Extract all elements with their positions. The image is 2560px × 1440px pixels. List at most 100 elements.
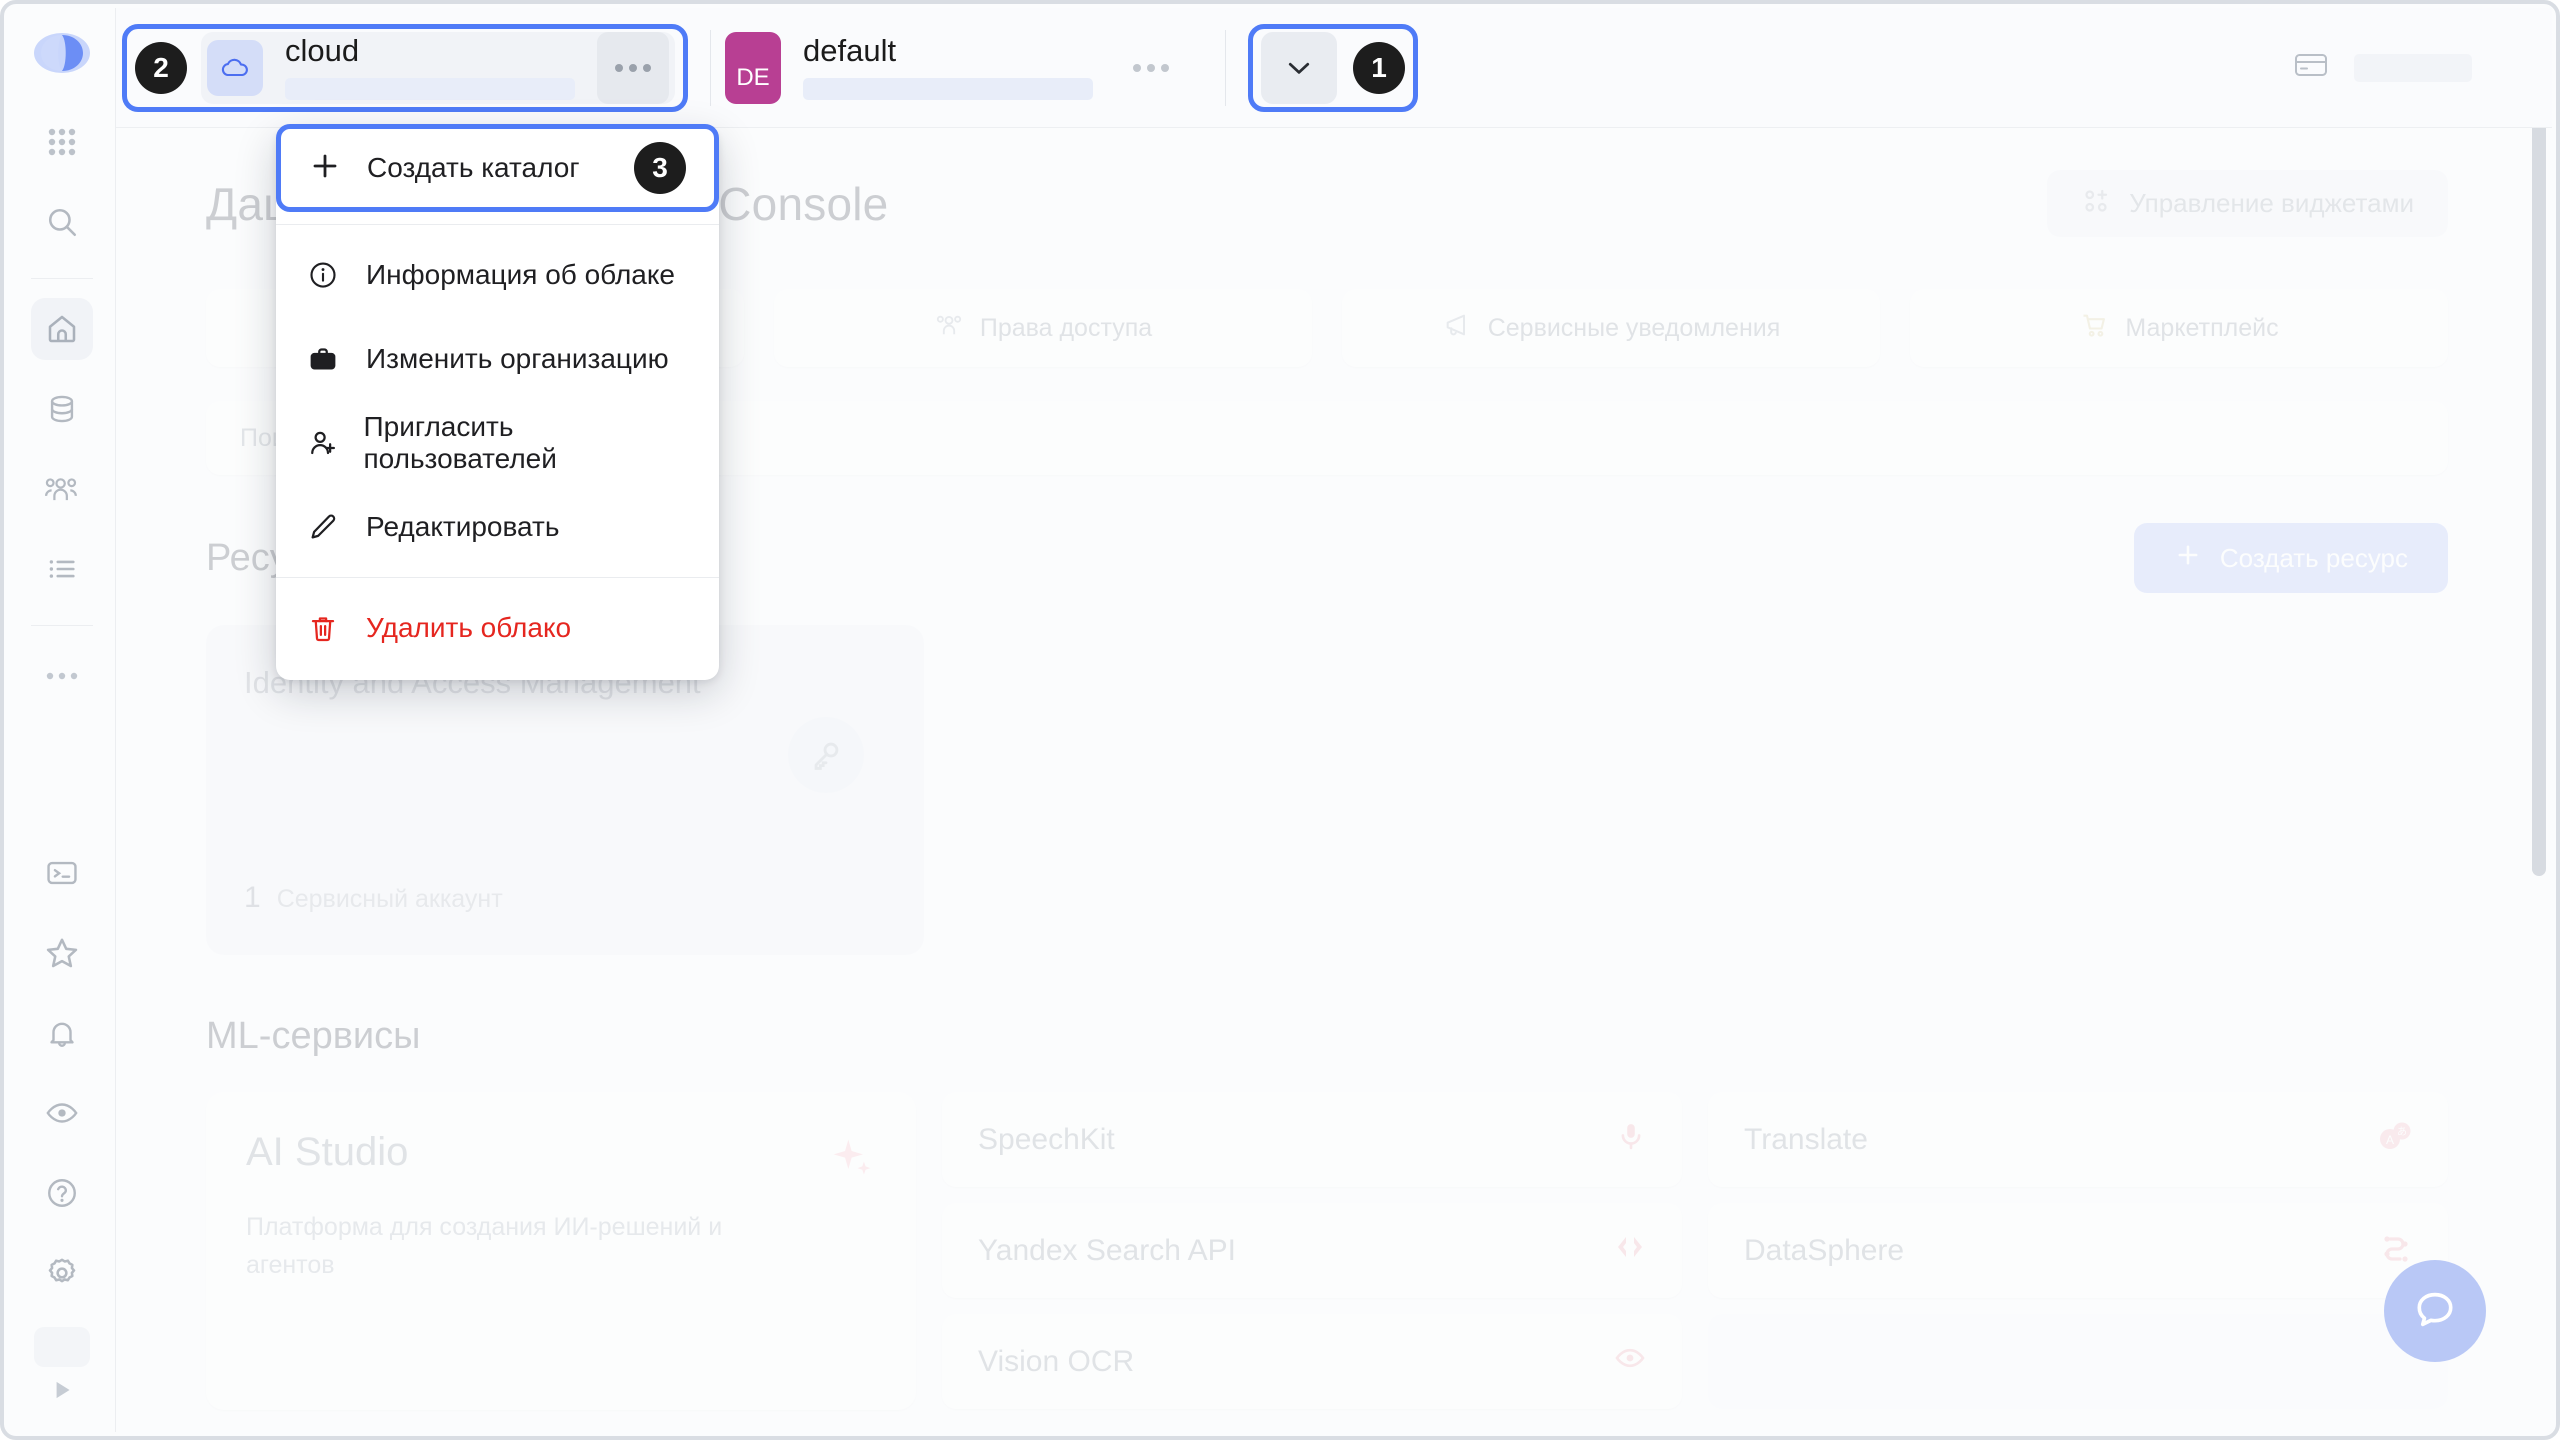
chevron-down-icon[interactable]	[1261, 31, 1337, 104]
left-sidebar	[8, 8, 116, 1432]
info-circle-icon	[306, 260, 340, 290]
megaphone-icon	[1442, 311, 1472, 346]
ml-grid: AI Studio Платформа для создания ИИ-реше…	[206, 1092, 2448, 1410]
eye-icon	[1614, 1345, 1646, 1379]
cloud-id-placeholder	[285, 78, 575, 100]
ml-row-empty	[1708, 1314, 2448, 1409]
ml-row-label: DataSphere	[1744, 1233, 1905, 1267]
sidebar-item-apps[interactable]	[31, 111, 93, 173]
sidebar-item-notifications[interactable]	[31, 1002, 93, 1064]
sidebar-item-home[interactable]	[30, 298, 93, 360]
menu-item-create-folder[interactable]: Создать каталог 3	[276, 124, 719, 212]
play-icon[interactable]	[49, 1377, 75, 1408]
tab-access[interactable]: Права доступа	[774, 289, 1312, 367]
chat-bubble-icon	[2412, 1286, 2458, 1337]
translate-icon: A あ	[2378, 1121, 2412, 1159]
resource-count: 1	[244, 881, 261, 914]
menu-item-label: Редактировать	[366, 511, 560, 542]
sidebar-bottom-group	[31, 833, 93, 1432]
datasphere-icon	[2380, 1231, 2412, 1271]
folder-selector[interactable]: DE default	[717, 24, 1195, 112]
yandex-cloud-logo[interactable]	[31, 30, 93, 76]
sidebar-item-terminal[interactable]	[31, 842, 93, 904]
top-header: 2 cloud DE	[116, 8, 2552, 128]
step-badge-1: 1	[1353, 41, 1405, 94]
ml-row-label: Translate	[1744, 1122, 1868, 1156]
dot-glyph	[1147, 63, 1155, 72]
sidebar-item-database[interactable]	[31, 378, 93, 440]
ml-row-speechkit[interactable]: SpeechKit	[942, 1092, 1682, 1187]
menu-item-label: Информация об облаке	[366, 259, 675, 290]
code-brackets-icon	[1614, 1234, 1646, 1268]
menu-item-edit[interactable]: Редактировать	[276, 485, 719, 569]
folder-name: default	[803, 33, 897, 68]
cloud-chip[interactable]: cloud	[201, 31, 675, 104]
chat-support-button[interactable]	[2384, 1260, 2486, 1362]
credit-card-icon[interactable]	[2294, 52, 2328, 83]
pencil-icon	[306, 512, 340, 542]
resource-count-label: Сервисный аккаунт	[276, 885, 503, 913]
microphone-icon	[1616, 1121, 1646, 1159]
sidebar-item-settings[interactable]	[31, 1242, 93, 1304]
access-icon	[934, 311, 964, 346]
sidebar-item-help[interactable]	[31, 1162, 93, 1224]
ml-row-search-api[interactable]: Yandex Search API	[942, 1203, 1682, 1298]
folder-more-button[interactable]	[1115, 32, 1187, 104]
dot-glyph	[643, 63, 651, 72]
folder-chip-text: default	[803, 35, 1103, 100]
tab-label: Сервисные уведомления	[1487, 313, 1781, 342]
cloud-chip-text: cloud	[285, 35, 585, 100]
create-resource-label: Создать ресурс	[2219, 542, 2408, 573]
ml-section-title: ML-сервисы	[206, 1015, 421, 1057]
tab-notifications[interactable]: Сервисные уведомления	[1342, 289, 1880, 367]
sidebar-item-search[interactable]	[31, 191, 93, 253]
ml-column-middle: SpeechKit Yandex Search API	[942, 1092, 1682, 1410]
menu-item-label: Создать каталог	[367, 152, 580, 183]
header-divider	[710, 29, 711, 106]
key-icon	[788, 717, 864, 793]
plus-icon	[2174, 541, 2202, 576]
tab-label: Маркетплейс	[2125, 313, 2279, 342]
resource-card-footer: 1 Сервисный аккаунт	[244, 881, 886, 915]
menu-item-delete-cloud[interactable]: Удалить облако	[276, 586, 719, 670]
dot-glyph	[1161, 63, 1169, 72]
tab-marketplace[interactable]: Маркетплейс	[1910, 289, 2448, 367]
menu-item-label: Пригласить пользователей	[363, 411, 557, 474]
sparkle-icon	[830, 1136, 874, 1185]
menu-item-invite-users[interactable]: Пригласить пользователей	[276, 401, 719, 485]
menu-item-label: Удалить облако	[366, 612, 572, 643]
user-plus-icon	[306, 428, 338, 458]
manage-widgets-button[interactable]: Управление виджетами	[2047, 170, 2448, 237]
cloud-selector[interactable]: 2 cloud	[122, 23, 688, 112]
sidebar-item-watch[interactable]	[31, 1082, 93, 1144]
sidebar-item-more[interactable]	[31, 645, 93, 707]
cart-icon	[2079, 311, 2109, 346]
sidebar-user-placeholder[interactable]	[33, 1327, 90, 1367]
menu-item-change-organization[interactable]: Изменить организацию	[276, 317, 719, 401]
ml-row-label: Vision OCR	[978, 1344, 1135, 1378]
folder-avatar: DE	[725, 31, 781, 104]
ml-row-datasphere[interactable]: DataSphere	[1708, 1203, 2448, 1298]
sidebar-item-list[interactable]	[31, 538, 93, 600]
ml-row-vision-ocr[interactable]: Vision OCR	[942, 1314, 1682, 1409]
step-badge-2: 2	[135, 41, 187, 94]
sidebar-item-favorites[interactable]	[31, 922, 93, 984]
sidebar-divider-mid	[30, 625, 93, 626]
menu-item-cloud-info[interactable]: Информация об облаке	[276, 233, 719, 317]
ml-row-translate[interactable]: Translate A あ	[1708, 1092, 2448, 1187]
header-placeholder-bar	[2354, 53, 2472, 82]
cloud-more-button[interactable]	[597, 31, 669, 104]
briefcase-icon	[306, 344, 340, 374]
dot-glyph	[629, 63, 637, 72]
sidebar-divider-top	[30, 278, 93, 279]
sidebar-item-users[interactable]	[31, 458, 93, 520]
ml-section-header: ML-сервисы	[206, 1015, 2448, 1058]
header-divider-2	[1225, 29, 1226, 106]
ml-card-ai-studio[interactable]: AI Studio Платформа для создания ИИ-реше…	[206, 1092, 916, 1410]
ml-card-title: AI Studio	[246, 1130, 409, 1174]
expand-selector[interactable]: 1	[1248, 23, 1418, 112]
cloud-icon	[207, 39, 263, 96]
scrollbar-thumb[interactable]	[2532, 26, 2546, 876]
create-resource-button[interactable]: Создать ресурс	[2133, 523, 2448, 593]
menu-divider-bottom	[276, 577, 719, 578]
